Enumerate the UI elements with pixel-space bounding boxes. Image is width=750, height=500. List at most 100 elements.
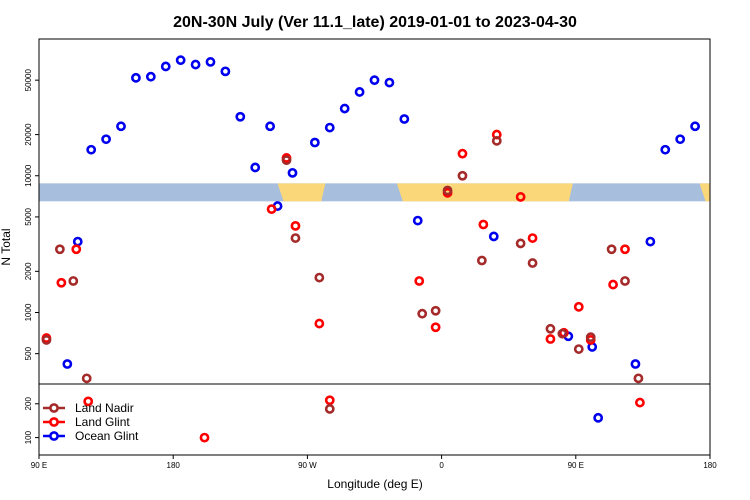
x-tick-label: 90 E bbox=[568, 461, 584, 470]
ocean-glint-point bbox=[645, 236, 656, 247]
land-nadir-point bbox=[633, 373, 644, 384]
land-glint-point bbox=[545, 334, 556, 344]
ocean-glint-point bbox=[354, 87, 365, 97]
land-nadir-point bbox=[606, 244, 617, 255]
x-tick-label: 90 W bbox=[298, 461, 317, 470]
land-nadir-legend-marker bbox=[49, 403, 59, 413]
land-nadir-point bbox=[527, 258, 538, 268]
land-nadir-point bbox=[324, 404, 335, 414]
land-nadir-point bbox=[476, 255, 487, 266]
land-nadir-point bbox=[290, 233, 301, 243]
ocean-glint-point bbox=[714, 74, 721, 81]
ocean-glint-point bbox=[339, 103, 350, 114]
land-glint-point bbox=[71, 244, 82, 255]
ocean-glint-point bbox=[369, 75, 380, 86]
land-glint-point bbox=[199, 432, 210, 443]
land-glint-point bbox=[635, 397, 645, 408]
ocean-glint-point bbox=[190, 59, 201, 70]
land-nadir-point bbox=[557, 328, 568, 339]
land-nadir-point bbox=[68, 276, 79, 286]
ocean-glint-point bbox=[593, 412, 604, 423]
land-nadir-point bbox=[515, 238, 526, 249]
chart-title: 20N-30N July (Ver 11.1_late) 2019-01-01 … bbox=[173, 14, 577, 31]
land-glint-legend-label: Land Glint bbox=[75, 415, 130, 429]
y-tick-label: 200 bbox=[24, 397, 33, 411]
x-tick-label: 180 bbox=[167, 461, 181, 470]
x-tick-label: 0 bbox=[439, 461, 444, 470]
land-glint-point bbox=[290, 220, 301, 231]
land-nadir-point bbox=[314, 272, 325, 283]
land-nadir-point bbox=[457, 170, 468, 181]
ocean-glint-point bbox=[660, 144, 671, 155]
map-land bbox=[699, 183, 710, 202]
ocean-glint-point bbox=[729, 73, 736, 80]
y-axis-label: N Total bbox=[0, 228, 13, 265]
ocean-glint-point bbox=[384, 77, 395, 88]
land-nadir-point bbox=[41, 335, 52, 345]
plot-frame bbox=[38, 38, 711, 456]
land-glint-point bbox=[324, 395, 335, 406]
land-nadir-point bbox=[54, 244, 65, 255]
y-tick-label: 20000 bbox=[24, 123, 33, 146]
ocean-glint-point bbox=[630, 359, 641, 369]
land-glint-point bbox=[620, 244, 630, 255]
land-glint-point bbox=[527, 233, 538, 243]
y-tick-label: 1000 bbox=[24, 303, 33, 321]
land-glint-point bbox=[266, 204, 277, 215]
ocean-glint-point bbox=[675, 134, 686, 145]
ocean-glint-point bbox=[488, 231, 499, 242]
land-glint-point bbox=[314, 318, 325, 329]
ocean-glint-point bbox=[235, 111, 246, 122]
map-land bbox=[277, 183, 326, 202]
ocean-glint-point bbox=[412, 215, 423, 226]
y-tick-label: 500 bbox=[24, 346, 33, 360]
ocean-glint-point bbox=[265, 121, 276, 132]
land-glint-point bbox=[56, 277, 67, 288]
ocean-glint-point bbox=[324, 122, 335, 133]
y-tick-label: 10000 bbox=[24, 164, 33, 187]
land-nadir-point bbox=[430, 305, 441, 316]
ocean-glint-point bbox=[205, 57, 216, 67]
ocean-glint-point bbox=[131, 72, 141, 83]
land-glint-legend-marker bbox=[49, 417, 59, 427]
ocean-glint-point bbox=[145, 71, 156, 82]
ocean-glint-point bbox=[101, 134, 111, 145]
ocean-glint-point bbox=[220, 66, 231, 77]
ocean-glint-legend-label: Ocean Glint bbox=[75, 429, 139, 443]
ocean-glint-point bbox=[62, 359, 73, 369]
land-nadir-point bbox=[585, 332, 596, 343]
land-glint-point bbox=[608, 279, 618, 290]
x-tick-label: 180 bbox=[703, 461, 717, 470]
land-glint-point bbox=[457, 148, 468, 159]
ocean-glint-point bbox=[250, 162, 261, 173]
land-glint-point bbox=[430, 322, 441, 333]
land-nadir-point bbox=[281, 155, 292, 166]
land-glint-point bbox=[515, 192, 526, 202]
land-glint-point bbox=[573, 301, 584, 312]
ocean-glint-point bbox=[86, 144, 97, 155]
land-nadir-point bbox=[620, 276, 630, 286]
land-glint-point bbox=[414, 276, 425, 286]
map-land bbox=[396, 183, 573, 202]
land-nadir-point bbox=[81, 373, 92, 384]
world-map-strip bbox=[39, 183, 710, 202]
ocean-glint-point bbox=[287, 167, 298, 178]
land-glint-point bbox=[478, 219, 489, 230]
land-glint-point bbox=[83, 396, 94, 407]
x-axis-label: Longitude (deg E) bbox=[327, 477, 422, 491]
ocean-glint-legend-marker bbox=[49, 431, 59, 441]
ocean-glint-point bbox=[160, 61, 171, 72]
x-axis: 90 E 180 90 W 0 90 E 180 bbox=[31, 455, 717, 470]
x-tick-label: 90 E bbox=[31, 461, 47, 470]
y-tick-label: 100 bbox=[24, 430, 33, 444]
ocean-glint-point bbox=[72, 236, 83, 247]
ocean-glint-point bbox=[744, 63, 750, 70]
ocean-glint-point bbox=[690, 121, 700, 132]
land-nadir-point bbox=[545, 323, 556, 334]
y-tick-label: 50000 bbox=[24, 68, 33, 91]
land-nadir-legend-label: Land Nadir bbox=[75, 401, 134, 415]
ocean-glint-point bbox=[309, 137, 320, 148]
ocean-glint-point bbox=[116, 121, 126, 132]
